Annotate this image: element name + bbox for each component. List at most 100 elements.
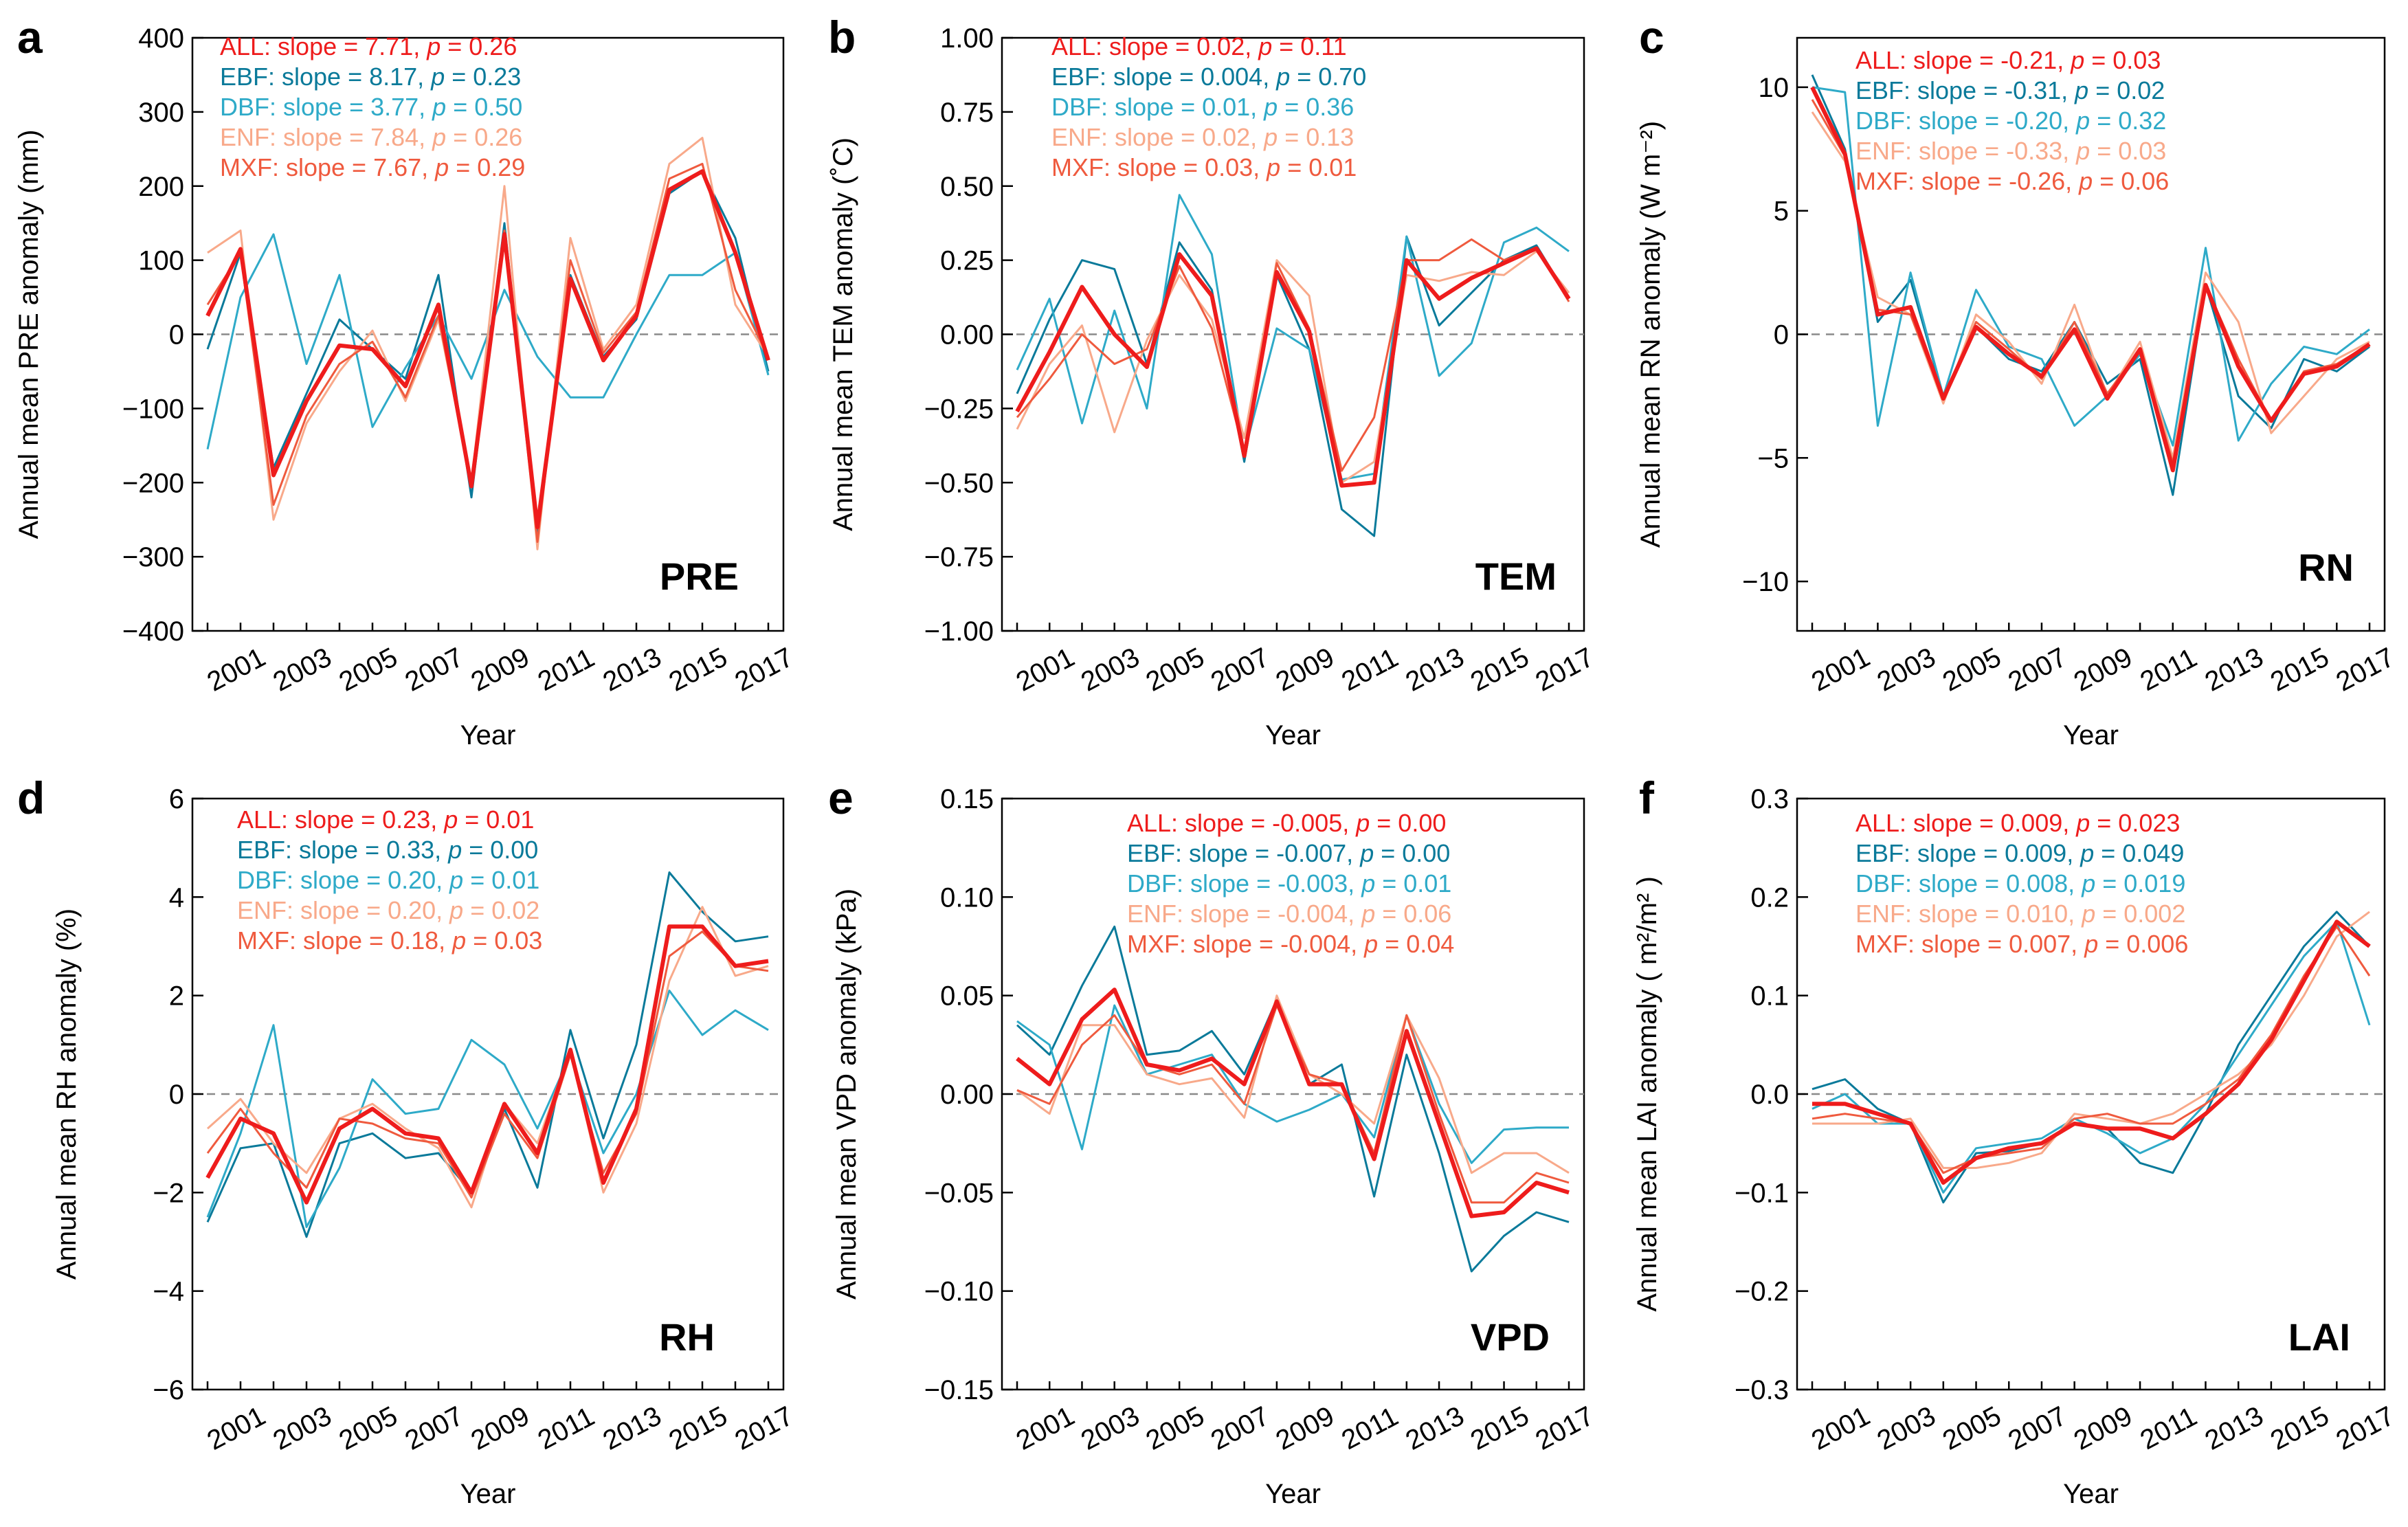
x-tick-label: 2007 — [400, 642, 468, 698]
y-axis-label: Annual mean RH anomaly (%) — [52, 909, 82, 1280]
x-tick-label: 2015 — [2266, 1401, 2334, 1456]
panels: −400−300−200−100010020030040020012003200… — [14, 12, 2400, 1509]
x-tick-label: 2013 — [1401, 1401, 1469, 1456]
legend-entry-dbf: DBF: slope = 0.01, p = 0.36 — [1051, 93, 1354, 121]
y-tick-label: 0.10 — [940, 882, 994, 913]
series-line-enf — [1016, 250, 1570, 484]
x-tick-label: 2007 — [1206, 642, 1274, 698]
series-line-dbf — [1811, 920, 2371, 1194]
panel-letter: e — [828, 772, 854, 823]
series-group — [1016, 925, 1570, 1273]
x-tick-label: 2003 — [1872, 1401, 1940, 1456]
x-tick-label: 2005 — [1141, 642, 1209, 698]
legend-entry-ebf: EBF: slope = 8.17, p = 0.23 — [220, 63, 521, 91]
legend-entry-all: ALL: slope = 7.71, p = 0.26 — [220, 32, 517, 60]
series-line-ebf — [1016, 235, 1570, 537]
x-tick-label: 2001 — [202, 1401, 270, 1456]
variable-label: TEM — [1475, 555, 1557, 598]
x-axis-label: Year — [460, 720, 516, 750]
x-axis-label: Year — [1265, 1479, 1321, 1509]
series-line-enf — [1811, 111, 2370, 459]
y-tick-label: 6 — [169, 784, 184, 814]
y-tick-label: −2 — [153, 1178, 184, 1208]
legend-entry-enf: ENF: slope = 0.010, p = 0.002 — [1855, 900, 2185, 928]
series-line-all — [1016, 988, 1570, 1218]
legend-entry-all: ALL: slope = -0.005, p = 0.00 — [1127, 809, 1446, 837]
y-tick-label: −0.15 — [924, 1375, 994, 1405]
x-tick-label: 2011 — [533, 1401, 600, 1456]
y-tick-label: 400 — [138, 23, 184, 54]
x-tick-label: 2015 — [1466, 642, 1534, 698]
x-tick-label: 2009 — [466, 1401, 534, 1456]
x-tick-label: 2007 — [2003, 642, 2071, 698]
y-tick-label: −0.1 — [1735, 1178, 1789, 1208]
x-tick-label: 2017 — [1530, 1401, 1598, 1456]
series-line-enf — [1016, 994, 1570, 1174]
x-tick-label: 2007 — [2003, 1401, 2071, 1456]
y-tick-label: −100 — [122, 394, 184, 424]
y-tick-label: 0.75 — [940, 98, 994, 128]
x-tick-label: 2009 — [2069, 1401, 2137, 1456]
series-line-all — [1812, 919, 2371, 1185]
y-tick-label: −0.3 — [1735, 1375, 1789, 1405]
variable-label: LAI — [2288, 1315, 2350, 1359]
x-tick-label: 2017 — [2331, 1401, 2399, 1456]
x-tick-label: 2011 — [1337, 1401, 1403, 1456]
legend-entry-dbf: DBF: slope = 0.20, p = 0.01 — [237, 866, 539, 894]
y-tick-label: 0.50 — [940, 172, 994, 202]
series-line-enf — [207, 137, 770, 550]
y-tick-label: −4 — [153, 1277, 184, 1307]
x-tick-label: 2001 — [1807, 1401, 1875, 1456]
panel-letter: f — [1639, 772, 1655, 823]
x-axis-label: Year — [2063, 1479, 2119, 1509]
y-tick-label: 0.0 — [1750, 1080, 1789, 1110]
panel-a: −400−300−200−100010020030040020012003200… — [14, 12, 799, 750]
legend-entry-dbf: DBF: slope = -0.20, p = 0.32 — [1855, 107, 2166, 135]
x-axis-label: Year — [460, 1479, 516, 1509]
x-axis-label: Year — [1265, 720, 1321, 750]
x-tick-label: 2009 — [2069, 642, 2137, 698]
legend-entry-all: ALL: slope = -0.21, p = 0.03 — [1855, 46, 2161, 74]
y-tick-label: 0 — [1774, 320, 1789, 350]
y-tick-label: 4 — [169, 882, 184, 913]
legend-entry-all: ALL: slope = 0.02, p = 0.11 — [1051, 32, 1347, 60]
x-tick-label: 2017 — [730, 1401, 798, 1456]
x-tick-label: 2003 — [1076, 1401, 1144, 1456]
x-tick-label: 2003 — [268, 1401, 336, 1456]
x-tick-label: 2011 — [1337, 643, 1403, 697]
series-line-dbf — [206, 990, 769, 1228]
panel-f: −0.3 −0.2 −0.1 0.0 0.1 0.2 0.3 2001200320052007… — [1632, 772, 2400, 1509]
x-tick-label: 2009 — [466, 642, 534, 698]
y-tick-label: −0.50 — [924, 468, 994, 498]
variable-label: RH — [659, 1315, 715, 1359]
y-tick-label: 0.00 — [940, 320, 994, 350]
y-tick-label: −6 — [153, 1375, 184, 1405]
x-tick-label: 2011 — [2135, 1401, 2202, 1456]
legend-entry-mxf: MXF: slope = 0.03, p = 0.01 — [1051, 153, 1357, 181]
panel-e: −0.15−0.10−0.050.000.050.100.15200120032… — [828, 772, 1599, 1509]
legend-entry-mxf: MXF: slope = 0.007, p = 0.006 — [1855, 930, 2188, 958]
series-group — [205, 137, 770, 550]
x-tick-label: 2015 — [1466, 1401, 1534, 1456]
y-tick-label: 1.00 — [940, 23, 994, 54]
x-tick-label: 2011 — [533, 643, 600, 697]
legend-entry-ebf: EBF: slope = -0.31, p = 0.02 — [1855, 76, 2165, 104]
x-tick-label: 2005 — [334, 1401, 402, 1456]
y-tick-label: 0.1 — [1750, 981, 1789, 1012]
y-axis-label: Annual mean TEM anomaly (˚C) — [828, 137, 858, 531]
x-tick-label: 2009 — [1271, 642, 1339, 698]
y-tick-label: −0.10 — [924, 1277, 994, 1307]
panel-letter: c — [1639, 12, 1664, 63]
x-tick-label: 2013 — [598, 642, 666, 698]
legend-entry-mxf: MXF: slope = -0.26, p = 0.06 — [1855, 167, 2169, 195]
x-tick-label: 2007 — [1206, 1401, 1274, 1456]
y-tick-label: −200 — [122, 468, 184, 498]
panel-letter: d — [17, 772, 45, 823]
x-tick-label: 2001 — [1807, 642, 1875, 698]
legend-entry-mxf: MXF: slope = 0.18, p = 0.03 — [237, 926, 542, 955]
series-line-mxf — [1016, 238, 1570, 472]
x-tick-label: 2003 — [1076, 642, 1144, 698]
y-tick-label: 2 — [169, 981, 184, 1012]
y-tick-label: 0.00 — [940, 1080, 994, 1110]
